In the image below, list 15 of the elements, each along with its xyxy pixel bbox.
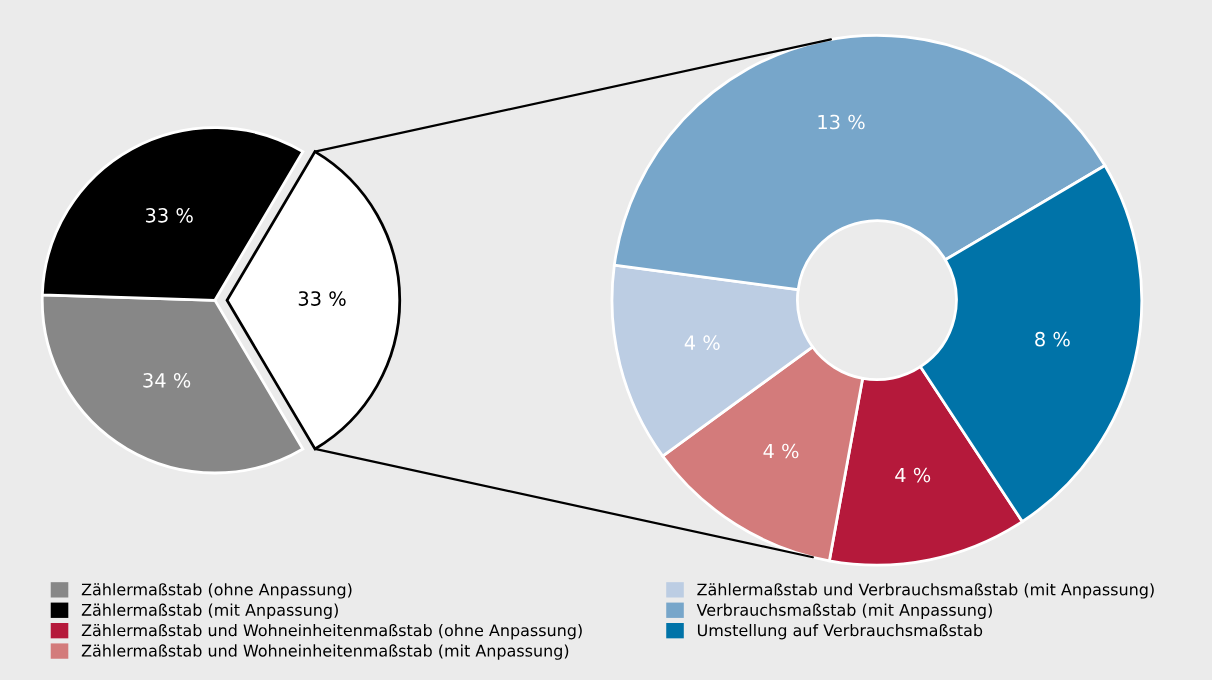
data-label: 34 % xyxy=(143,372,191,388)
legend-label: Verbrauchsmaßstab (mit Anpassung) xyxy=(696,603,992,620)
legend-label: Zählermaßstab (mit Anpassung) xyxy=(81,603,338,620)
legend-label: Zählermaßstab (ohne Anpassung) xyxy=(81,583,352,599)
data-label: 4 % xyxy=(895,467,931,483)
legend-label: Zählermaßstab und Wohneinheitenmaßstab (ohne Anpassung) xyxy=(81,623,582,640)
data-label: 4 % xyxy=(763,443,799,459)
legend-label: Zählermaßstab und Wohneinheitenmaßstab (mit Anpassung) xyxy=(81,644,569,660)
data-label: 8 % xyxy=(1035,331,1070,347)
data-label: 13 % xyxy=(818,114,865,130)
data-label: 4 % xyxy=(684,335,720,351)
legend-label: Zählermaßstab und Verbrauchsmaßstab (mit Anpassung) xyxy=(697,583,1154,599)
legend-label: Umstellung auf Verbrauchsmaßstab xyxy=(697,623,983,640)
data-label: 33 % xyxy=(145,207,193,223)
data-label: 33 % xyxy=(298,291,346,306)
